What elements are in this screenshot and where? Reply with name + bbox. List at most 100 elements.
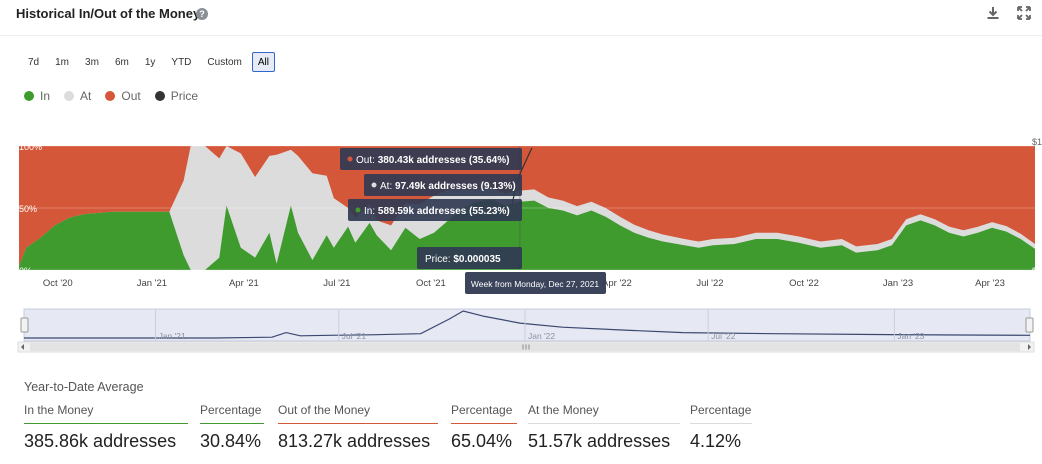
navigator-handle-left[interactable] <box>20 317 29 333</box>
expand-icon[interactable] <box>1017 6 1031 20</box>
x-tick-label: Apr '23 <box>975 278 1005 289</box>
tooltip-out-dot <box>347 156 353 162</box>
tooltip-at-value: 97.49k addresses (9.13%) <box>395 181 516 192</box>
tooltip-out-value: 380.43k addresses (35.64%) <box>378 155 510 166</box>
tooltip-date-bg <box>465 272 606 294</box>
stat-value: 813.27k addresses <box>278 431 431 451</box>
tooltip-in-value: 589.59k addresses (55.23%) <box>378 206 510 217</box>
range-selector: 7d 1m 3m 6m 1y YTD Custom All <box>22 52 275 72</box>
legend-dot <box>105 91 116 101</box>
y-right-tick-label: $0 <box>1032 266 1042 276</box>
y-right-tick-label: $1 <box>1032 137 1042 147</box>
stat-value: 385.86k addresses <box>24 431 177 451</box>
stat-percentage: Percentage 30.84% <box>200 403 264 452</box>
y-tick-label: 0% <box>19 266 32 276</box>
stat-value: 51.57k addresses <box>528 431 671 451</box>
stat-percentage: Percentage 4.12% <box>690 403 752 452</box>
tooltip-price-label: Price: <box>425 254 453 265</box>
x-tick-label: Apr '21 <box>229 278 259 289</box>
stat-value: 65.04% <box>451 431 513 451</box>
range-button-6m[interactable]: 6m <box>108 52 135 72</box>
download-icon[interactable] <box>986 6 1000 20</box>
tooltip-price: Price: $0.000035 <box>417 247 522 269</box>
x-tick-label: Oct '20 <box>43 278 73 289</box>
stat-at-the-money: At the Money 51.57k addresses <box>528 403 680 452</box>
legend-item-out[interactable]: Out <box>105 89 141 103</box>
stat-label: Out of the Money <box>278 403 438 424</box>
chart-legend: In At Out Price <box>24 89 198 103</box>
tooltip-in-dot <box>355 207 361 213</box>
y-tick-label: 50% <box>19 204 37 214</box>
x-tick-label: Oct '21 <box>416 278 446 289</box>
legend-dot <box>24 91 34 101</box>
scrollbar-thumb[interactable] <box>30 343 1020 351</box>
scroll-left-arrow-icon[interactable] <box>21 344 24 350</box>
tooltip-price-text: Price: $0.000035 <box>425 254 501 265</box>
stat-out-of-the-money: Out of the Money 813.27k addresses <box>278 403 438 452</box>
tooltip-out-bg <box>340 148 522 170</box>
stat-label: Percentage <box>690 403 752 424</box>
legend-label: In <box>40 89 51 103</box>
range-button-1m[interactable]: 1m <box>49 52 76 72</box>
scrollbar-grip-icon <box>522 344 530 350</box>
series-in-area[interactable] <box>19 199 1035 270</box>
legend-label: Out <box>121 89 141 103</box>
tooltip-date-text: Week from Monday, Dec 27, 2021 <box>471 279 599 289</box>
x-tick-label: Jan '23 <box>883 278 913 289</box>
navigator-tick-label: Jul '22 <box>711 331 736 341</box>
x-tick-label: Jul '22 <box>696 278 723 289</box>
tooltip-at-bg <box>364 174 522 196</box>
tooltip-in-label: In: <box>364 206 378 217</box>
chart-navigator[interactable]: Jan '21 Jul '21 Jan '22 Jul '22 Jan '23 <box>0 300 1042 356</box>
stat-value: 4.12% <box>690 431 742 451</box>
header: Historical In/Out of the Money ? <box>0 0 1042 36</box>
stat-value: 30.84% <box>200 431 262 451</box>
tooltip-at: At: 97.49k addresses (9.13%) <box>364 174 522 196</box>
tooltip-in-bg <box>348 199 522 221</box>
range-button-1y[interactable]: 1y <box>138 52 162 72</box>
legend-item-at[interactable]: At <box>64 89 91 103</box>
tooltip-in-text: In: 589.59k addresses (55.23%) <box>364 206 510 217</box>
range-button-3m[interactable]: 3m <box>79 52 105 72</box>
legend-item-in[interactable]: In <box>24 89 50 103</box>
y-tick-label: 100% <box>19 142 42 152</box>
navigator-tick-label: Jul '21 <box>342 331 367 341</box>
stat-label: Percentage <box>200 403 264 424</box>
range-button-7d[interactable]: 7d <box>22 52 46 72</box>
navigator-tick-label: Jan '21 <box>159 331 186 341</box>
stats-title: Year-to-Date Average <box>24 380 144 394</box>
x-tick-label: Jul '21 <box>323 278 350 289</box>
tooltip-price-value: $0.000035 <box>453 254 501 265</box>
navigator-window[interactable] <box>23 308 1031 342</box>
x-tick-label: Jan '21 <box>137 278 167 289</box>
tooltip-date: Week from Monday, Dec 27, 2021 <box>465 272 606 294</box>
legend-dot <box>154 91 165 101</box>
navigator-tick-label: Jan '23 <box>897 331 924 341</box>
tooltip-in: In: 589.59k addresses (55.23%) <box>348 199 522 221</box>
tooltip-at-dot <box>371 182 377 188</box>
tooltip-price-bg <box>417 247 522 269</box>
legend-item-price[interactable]: Price <box>154 89 199 103</box>
page-title: Historical In/Out of the Money <box>16 6 201 21</box>
navigator-series <box>24 310 1031 339</box>
stat-in-the-money: In the Money 385.86k addresses <box>24 403 188 452</box>
chart-area[interactable]: 0% 50% 100% $0 $1 Oct '20 Jan '21 Apr '21 Jul '2… <box>0 128 1042 294</box>
tooltip-out-label: Out: <box>356 155 378 166</box>
legend-dot <box>64 91 75 101</box>
question-icon[interactable]: ? <box>196 8 208 20</box>
legend-label: Price <box>170 89 199 103</box>
range-button-ytd[interactable]: YTD <box>165 52 198 72</box>
range-button-all[interactable]: All <box>251 52 275 72</box>
stat-label: At the Money <box>528 403 680 424</box>
tooltip-out: Out: 380.43k addresses (35.64%) <box>340 148 522 170</box>
tooltip-out-text: Out: 380.43k addresses (35.64%) <box>356 155 509 166</box>
stat-label: Percentage <box>451 403 517 424</box>
tooltip-at-text: At: 97.49k addresses (9.13%) <box>380 181 516 192</box>
range-button-custom[interactable]: Custom <box>201 52 248 72</box>
x-tick-label: Oct '22 <box>789 278 819 289</box>
stat-percentage: Percentage 65.04% <box>451 403 517 452</box>
legend-label: At <box>80 89 92 103</box>
scroll-right-arrow-icon[interactable] <box>1028 344 1031 350</box>
x-tick-label: Apr '22 <box>602 278 632 289</box>
navigator-handle-right[interactable] <box>1025 317 1034 333</box>
